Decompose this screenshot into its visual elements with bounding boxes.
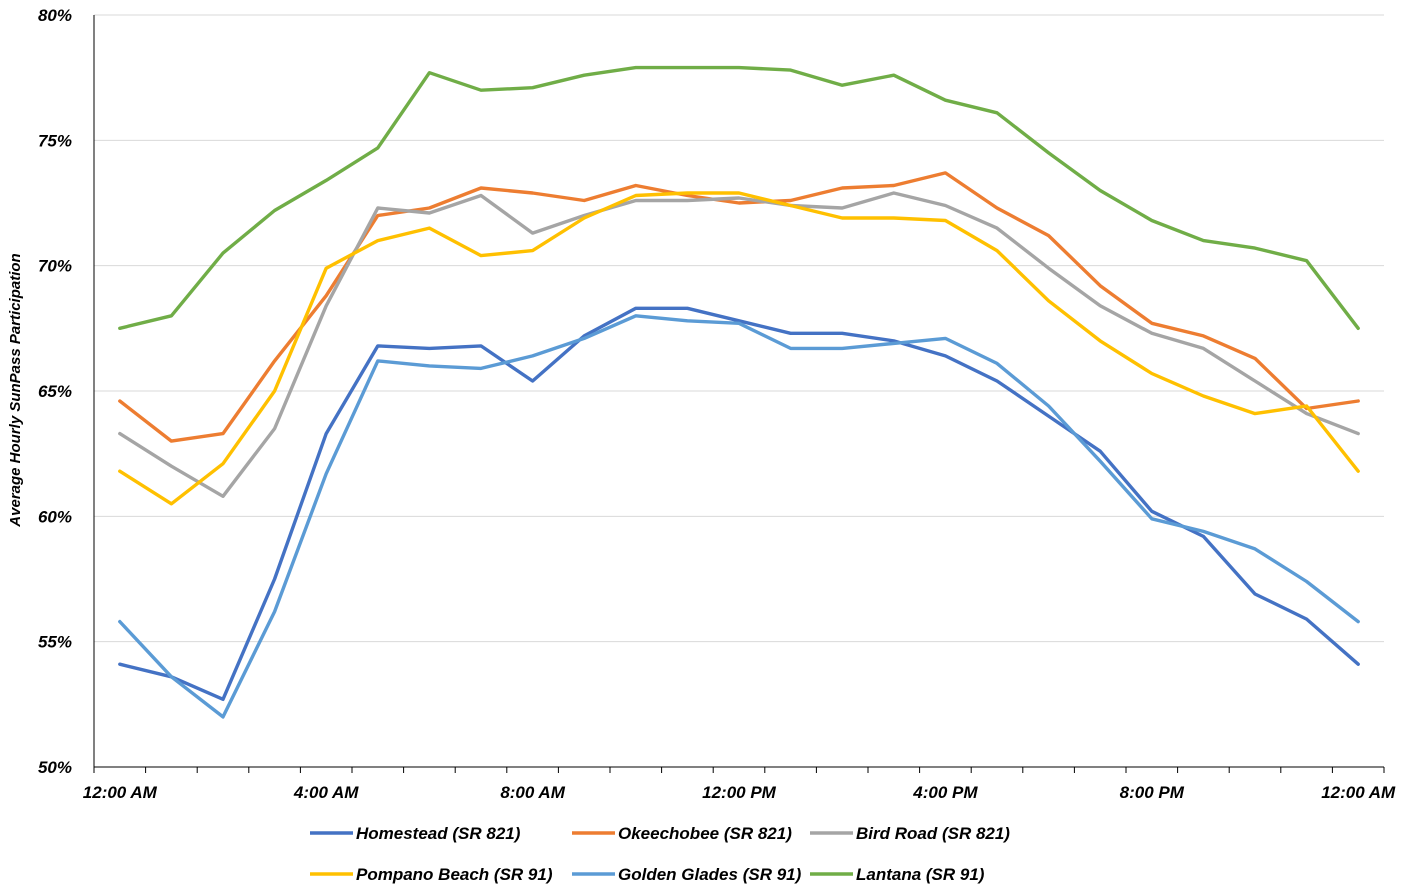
series-line-0	[118, 306, 1360, 701]
series-lines	[118, 65, 1360, 719]
x-tick-label: 12:00 PM	[702, 783, 777, 802]
y-tick-label: 70%	[38, 257, 72, 276]
y-tick-label: 60%	[38, 507, 72, 526]
y-tick-label: 50%	[38, 758, 72, 777]
x-axis-ticks: 12:00 AM 4:00 AM 8:00 AM 12:00 PM 4:00 PM 8:0…	[83, 767, 1396, 802]
legend-label: Okeechobee (SR 821)	[618, 824, 792, 843]
legend: Homestead (SR 821) Okeechobee (SR 821) Bir…	[310, 824, 1010, 884]
legend-label: Pompano Beach (SR 91)	[356, 865, 553, 884]
x-tick-label: 8:00 AM	[500, 783, 565, 802]
series-line-5	[118, 65, 1360, 330]
legend-label: Lantana (SR 91)	[856, 865, 985, 884]
x-tick-label: 4:00 PM	[912, 783, 978, 802]
y-axis-title: Average Hourly SunPass Participation	[7, 253, 24, 527]
x-tick-label: 12:00 AM	[1321, 783, 1396, 802]
series-line-3	[118, 191, 1360, 506]
series-line-4	[118, 314, 1360, 719]
x-tick-label: 12:00 AM	[83, 783, 158, 802]
x-tick-label: 8:00 PM	[1120, 783, 1185, 802]
y-tick-label: 65%	[38, 382, 72, 401]
y-tick-label: 80%	[38, 6, 72, 25]
legend-label: Bird Road (SR 821)	[856, 824, 1010, 843]
y-tick-label: 75%	[38, 131, 72, 150]
y-tick-label: 55%	[38, 633, 72, 652]
legend-label: Golden Glades (SR 91)	[618, 865, 802, 884]
x-tick-label: 4:00 AM	[293, 783, 359, 802]
series-line-2	[118, 191, 1360, 498]
y-axis-tick-labels: 50% 55% 60% 65% 70% 75% 80%	[38, 6, 72, 777]
series-line-1	[118, 171, 1360, 443]
legend-label: Homestead (SR 821)	[356, 824, 521, 843]
